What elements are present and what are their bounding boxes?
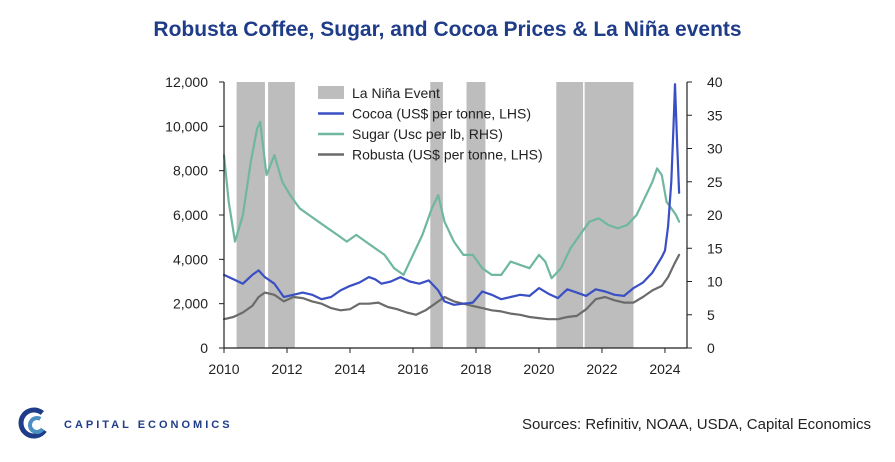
y-left-tick-label: 6,000 — [173, 207, 208, 223]
la-nina-bands — [236, 82, 634, 348]
y-right-tick-label: 20 — [707, 207, 723, 223]
legend-label-sugar: Sugar (Usc per lb, RHS) — [352, 126, 503, 142]
y-right-tick-label: 5 — [707, 307, 715, 323]
x-tick-label: 2022 — [586, 361, 617, 377]
x-tick-label: 2024 — [649, 361, 680, 377]
legend-label-cocoa: Cocoa (US$ per tonne, LHS) — [352, 106, 531, 122]
la-nina-band-2 — [430, 82, 443, 348]
series-lines — [222, 83, 681, 321]
chart-title: Robusta Coffee, Sugar, and Cocoa Prices … — [153, 18, 742, 41]
y-left-tick-label: 4,000 — [173, 251, 208, 267]
y-right-tick-label: 40 — [707, 74, 723, 90]
y-right-tick-label: 25 — [707, 174, 723, 190]
legend-label-la-nina: La Niña Event — [352, 85, 440, 101]
y-left-tick-label: 2,000 — [173, 296, 208, 312]
x-tick-label: 2018 — [460, 361, 491, 377]
series-line-sugar — [222, 120, 681, 280]
capital-economics-logo-icon — [18, 407, 50, 439]
y-left-tick-label: 12,000 — [165, 74, 208, 90]
x-tick-label: 2020 — [523, 361, 554, 377]
y-left-tick-label: 10,000 — [165, 118, 208, 134]
chart-legend: La Niña Event Cocoa (US$ per tonne, LHS) S… — [318, 85, 543, 163]
source-note: Sources: Refinitiv, NOAA, USDA, Capital … — [521, 416, 871, 433]
series-line-cocoa — [222, 83, 681, 306]
x-tick-label: 2016 — [397, 361, 428, 377]
x-tick-label: 2010 — [208, 361, 239, 377]
la-nina-band-1 — [268, 82, 295, 348]
capital-economics-logo: CAPITAL ECONOMICS — [16, 405, 256, 445]
chart-plot: 2010 2012 2014 2016 2018 2020 2022 202402,0004,… — [165, 74, 723, 377]
y-right-tick-label: 0 — [707, 340, 715, 356]
y-right-tick-label: 15 — [707, 240, 723, 256]
y-left-tick-label: 8,000 — [173, 163, 208, 179]
y-right-tick-label: 30 — [707, 141, 723, 157]
chart-axes: 2010 2012 2014 2016 2018 2020 2022 202402,0004,… — [165, 74, 723, 377]
logo-text: CAPITAL ECONOMICS — [64, 419, 233, 431]
la-nina-band-4 — [556, 82, 584, 348]
x-tick-label: 2014 — [334, 361, 365, 377]
y-right-tick-label: 10 — [707, 274, 723, 290]
la-nina-band-5 — [584, 82, 634, 348]
x-tick-label: 2012 — [271, 361, 302, 377]
series-line-robusta — [222, 253, 681, 321]
la-nina-band-3 — [466, 82, 486, 348]
y-left-tick-label: 0 — [200, 340, 208, 356]
legend-label-robusta: Robusta (US$ per tonne, LHS) — [352, 147, 543, 163]
y-right-tick-label: 35 — [707, 107, 723, 123]
legend-swatch-la-nina — [318, 86, 344, 99]
